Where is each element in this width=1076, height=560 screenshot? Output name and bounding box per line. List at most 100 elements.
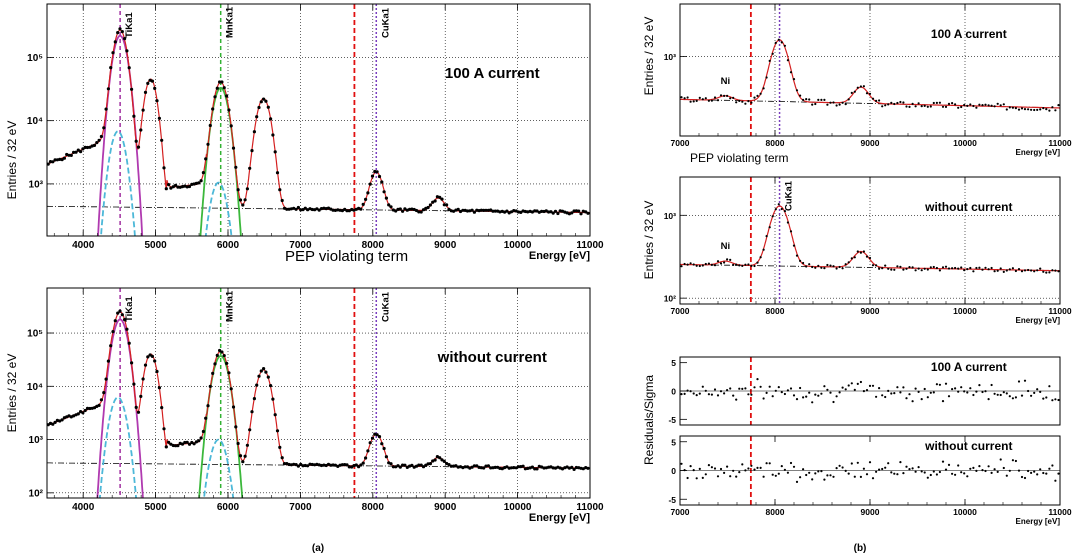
b-mid-data-point [917, 267, 920, 270]
b-top-data-point [978, 103, 981, 106]
b-res-top-residual-point [729, 387, 732, 390]
a-bottom-data-point [498, 466, 502, 470]
a-top-data-point [155, 99, 159, 103]
a-top-data-point [62, 156, 66, 160]
a-top-data-point [171, 185, 175, 189]
b-res-bot-residual-point [802, 468, 805, 471]
a-bottom-xtick-label: 7000 [289, 502, 312, 513]
b-res-top-residual-point [932, 391, 935, 394]
b-res-bot-residual-point [826, 474, 829, 477]
b-mid-data-point [808, 263, 811, 266]
b-mid-data-point [802, 261, 805, 265]
b-top-data-point [802, 98, 805, 101]
b-res-top-residual-point [1045, 396, 1048, 399]
a-top-data-point [134, 139, 138, 143]
b-top-xtick-label: 11000 [1048, 138, 1071, 148]
a-bottom-data-point [211, 371, 215, 375]
a-bottom-data-point [180, 442, 185, 446]
a-bottom-data-point [403, 463, 407, 467]
b-top-data-point [984, 103, 987, 106]
b-mid-data-point [844, 263, 847, 266]
a-bottom-data-point [169, 442, 173, 446]
a-top-data-point [123, 37, 127, 41]
b-top-data-point [1054, 109, 1057, 112]
a-top-data-point [377, 174, 382, 179]
b-res-bot-residual-point [729, 475, 732, 478]
a-bottom-data-point [294, 463, 298, 467]
b-mid-data-point [1039, 267, 1042, 270]
b-res-bot-residual-point [850, 462, 853, 465]
a-bottom-data-point [454, 464, 458, 468]
a-top-ytick-label: 10⁴ [27, 116, 43, 127]
b-top-data-point [783, 44, 787, 47]
b-top-data-point [975, 106, 978, 109]
b-top-data-point [835, 104, 838, 107]
b-res-top-residual-point [829, 391, 832, 394]
b-mid-data-point [972, 270, 975, 273]
b-res-bot-ytick-label: -5 [668, 495, 676, 505]
a-top-data-point [67, 153, 71, 157]
b-res-top-residual-point [1005, 392, 1008, 395]
a-bottom-data-point [164, 445, 168, 449]
b-top-data-point [987, 104, 990, 107]
b-res-top-residual-point [847, 384, 850, 387]
a-bottom-ti-escape-fit [98, 396, 137, 498]
a-top-data-point [465, 209, 470, 213]
a-bottom-data-point [113, 319, 117, 323]
b-res-bot-residual-point [902, 472, 905, 475]
b-res-bot-residual-point [853, 475, 856, 478]
b-top-data-point [735, 101, 738, 104]
a-bottom-data-point [123, 318, 127, 322]
a-bottom-data-point [472, 464, 476, 468]
a-top-data-point [414, 208, 419, 213]
b-top-data-point [884, 104, 887, 107]
b-top-data-point [753, 96, 756, 99]
b-res-top-residual-point [808, 391, 811, 394]
b-mid-data-point [947, 267, 951, 270]
a-top-data-point [150, 79, 154, 83]
b-mid-data-point [1011, 267, 1015, 270]
b-res-top-residual-point [862, 390, 866, 393]
b-res-top-residual-point [1054, 398, 1057, 401]
a-bottom-data-point [243, 454, 247, 458]
a-bottom-label-MnKa1: MnKa1 [225, 290, 236, 322]
b-res-bot-residual-point [1051, 464, 1054, 467]
a-bottom-data-point [176, 444, 180, 448]
a-top-frame [46, 3, 591, 237]
b-res-bot-residual-point [698, 467, 701, 470]
b-res-top-residual-point [716, 394, 720, 397]
a-bottom-data-point [218, 348, 222, 353]
a-bottom-data-point [391, 465, 395, 469]
a-bottom-data-point [104, 377, 108, 381]
a-bottom-data-point [264, 370, 268, 374]
b-top-data-point [777, 38, 780, 41]
a-bottom-data-point [512, 466, 516, 470]
b-res-bot-residual-point [993, 468, 996, 471]
b-top-data-point [926, 105, 929, 108]
b-res-top-residual-point [850, 382, 853, 385]
b-res-top-residual-point [993, 392, 996, 395]
b-res-bot-residual-point [896, 473, 899, 476]
b-res-bot-residual-point [1008, 469, 1011, 472]
b-mid-data-point [871, 264, 875, 267]
a-top-ytick-label: 10³ [29, 179, 44, 190]
a-top-data-point [143, 90, 148, 94]
a-bottom-data-point [127, 341, 131, 345]
b-top-data-point [817, 98, 820, 101]
a-bottom-data-point [368, 441, 372, 445]
a-bottom-data-point [162, 427, 166, 431]
a-top-data-point [493, 209, 497, 213]
b-top-xtick-label: 8000 [766, 138, 785, 148]
b-res-bot-residual-point [741, 463, 744, 466]
a-bottom-data-point [301, 464, 305, 468]
b-mid-data-point [747, 263, 750, 266]
chart-b-mid: CuKa1 7000 8000 9000 10000 11000 10² 10³ Energy … [664, 176, 1072, 325]
a-bottom-data-point [570, 465, 574, 469]
b-res-bot-residual-point [969, 467, 972, 470]
a-bottom-data-point [215, 353, 219, 357]
b-top-data-point [911, 102, 914, 105]
a-top-data-point [273, 150, 277, 154]
b-mid-data-point [738, 264, 741, 267]
a-top-data-point [264, 99, 268, 103]
b-mid-data-point [741, 264, 744, 267]
